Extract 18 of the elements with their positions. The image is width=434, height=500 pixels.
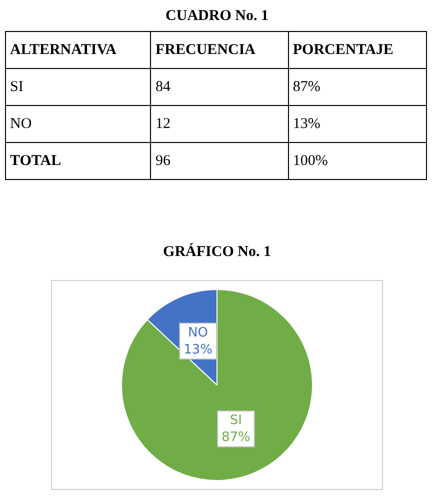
text: 13% (288, 106, 426, 142)
data-label: 13% (184, 342, 212, 358)
slice-label: NO (188, 326, 208, 341)
chart-title: GRÁFICO No. 1 (162, 244, 272, 261)
data-label: 87% (222, 430, 250, 446)
text: TOTAL (6, 142, 151, 180)
text: CUADRO No. 1 (164, 8, 270, 25)
slice-label: SI (230, 413, 242, 428)
text: 96 (150, 142, 288, 180)
text: 87% (288, 68, 426, 106)
category-label: ALTERNATIVA (6, 32, 151, 68)
text: 84 (150, 68, 288, 106)
text: NO (6, 106, 151, 142)
text: 12 (150, 106, 288, 142)
text: 100% (288, 142, 426, 180)
category-label: PORCENTAJE (288, 32, 426, 68)
category-label: FRECUENCIA (150, 32, 288, 68)
text: SI (6, 68, 151, 106)
